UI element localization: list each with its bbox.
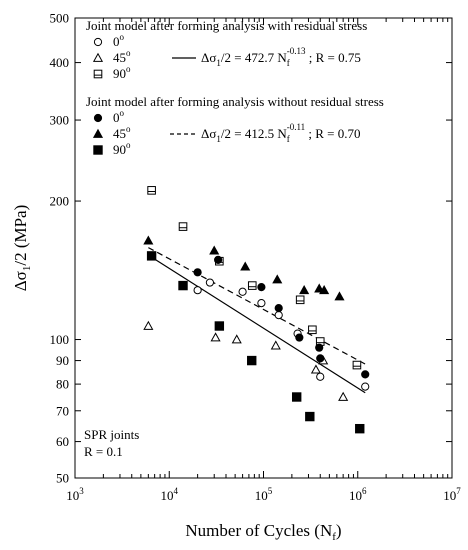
point-triangle-open [143, 320, 154, 330]
point-square-filled [355, 423, 365, 434]
legend-marker-triangle-open [92, 52, 104, 62]
point-triangle-filled [319, 284, 330, 295]
point-triangle-filled [143, 235, 154, 245]
point-circle-filled [295, 333, 304, 342]
point-circle-filled [257, 283, 266, 292]
point-square-filled [305, 411, 315, 422]
legend-fit-equation: Δσ1/2 = 472.7 Nf-0.13 ; R = 0.75 [201, 46, 361, 68]
y-tick-label: 70 [56, 403, 69, 418]
annotation-text: R = 0.1 [84, 444, 123, 459]
point-circle-open [316, 372, 325, 381]
point-triangle-filled [334, 291, 345, 301]
legend: Joint model after forming analysis with … [84, 18, 384, 459]
point-circle-open [274, 311, 283, 320]
legend-group-title: Joint model after forming analysis with … [86, 18, 367, 33]
point-triangle-open [338, 391, 349, 401]
point-square-filled [247, 355, 257, 366]
y-tick-label: 50 [56, 471, 69, 486]
legend-fit-equation: Δσ1/2 = 412.5 Nf-0.11 ; R = 0.70 [201, 122, 361, 144]
point-circle-filled [214, 255, 223, 264]
point-triangle-open [210, 332, 221, 342]
point-triangle-filled [299, 284, 310, 295]
x-tick-label: 104 [161, 486, 179, 503]
annotation-text: SPR joints [84, 427, 139, 442]
point-square-open [247, 281, 257, 290]
legend-label: 0o [113, 32, 125, 49]
y-tick-label: 400 [50, 55, 70, 70]
legend-label: 90o [113, 64, 131, 81]
fit-line-dashed [148, 247, 366, 365]
point-circle-filled [193, 268, 202, 277]
point-circle-filled [361, 370, 370, 379]
point-square-open [147, 186, 156, 195]
y-tick-label: 80 [56, 377, 69, 392]
legend-label: 45o [113, 124, 131, 141]
y-tick-label: 300 [50, 113, 70, 128]
legend-marker-square-filled [93, 145, 103, 155]
x-tick-label: 107 [443, 486, 461, 503]
point-square-filled [214, 321, 225, 331]
point-square-filled [146, 251, 157, 261]
point-circle-filled [315, 343, 324, 352]
legend-marker-circle-open [93, 37, 103, 47]
point-triangle-open [310, 364, 321, 374]
y-axis-label: Δσ1/2 (MPa) [11, 205, 33, 292]
point-circle-open [257, 299, 266, 308]
plot-frame [74, 17, 453, 479]
legend-marker-triangle-filled [92, 128, 104, 138]
point-square-open [295, 295, 305, 305]
point-triangle-filled [209, 245, 220, 255]
point-square-filled [291, 392, 302, 402]
point-square-open [178, 222, 188, 231]
point-circle-open [238, 287, 247, 296]
y-tick-label: 90 [56, 353, 69, 368]
fit-line-solid [148, 254, 366, 394]
x-axis-label: Number of Cycles (Nf) [185, 521, 341, 543]
legend-group-title: Joint model after forming analysis witho… [86, 94, 384, 109]
fit-lines [148, 247, 366, 394]
legend-marker-circle-filled [93, 113, 103, 123]
x-tick-label: 106 [349, 486, 367, 503]
legend-label: 45o [113, 48, 131, 65]
y-tick-label: 500 [50, 11, 70, 26]
axis-labels: Number of Cycles (Nf) Δσ1/2 (MPa) [11, 205, 342, 543]
legend-label: 90o [113, 140, 131, 157]
x-tick-label: 103 [66, 486, 84, 503]
point-square-filled [178, 280, 188, 291]
point-circle-open [205, 278, 215, 287]
point-circle-open [361, 382, 370, 391]
x-tick-label: 105 [255, 486, 273, 503]
point-square-open [308, 325, 317, 335]
y-tick-label: 100 [50, 332, 70, 347]
y-tick-label: 200 [50, 194, 70, 209]
legend-label: 0o [113, 108, 125, 125]
axis-layer: 103 104 105 106 107 50 60 70 80 90 100 200 300 400 500 [50, 11, 462, 504]
legend-marker-square-open [93, 69, 103, 79]
point-circle-filled [316, 354, 325, 363]
point-square-open [352, 360, 362, 370]
point-triangle-open [231, 334, 242, 344]
point-triangle-filled [272, 274, 283, 284]
y-tick-label: 60 [56, 434, 69, 449]
point-circle-open [193, 286, 202, 295]
point-triangle-filled [240, 261, 251, 271]
point-circle-filled [274, 304, 283, 313]
data-points [143, 186, 370, 434]
point-triangle-open [270, 340, 281, 350]
